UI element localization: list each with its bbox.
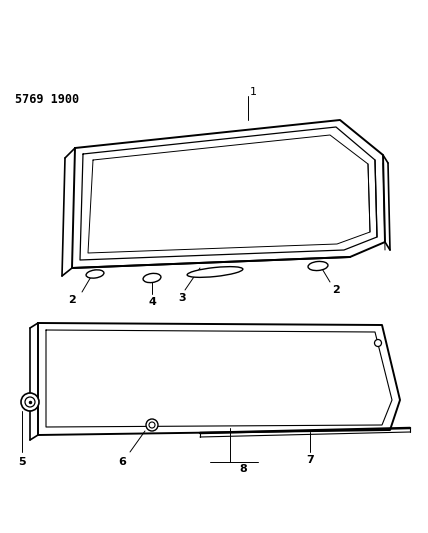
Ellipse shape xyxy=(21,393,39,411)
Ellipse shape xyxy=(374,340,381,346)
Ellipse shape xyxy=(308,261,328,271)
Text: 3: 3 xyxy=(178,293,186,303)
Text: 6: 6 xyxy=(118,457,126,467)
Ellipse shape xyxy=(25,397,35,407)
Text: 2: 2 xyxy=(332,285,340,295)
Text: 4: 4 xyxy=(148,297,156,307)
Text: 1: 1 xyxy=(250,87,256,97)
Text: 8: 8 xyxy=(239,464,247,474)
Text: 2: 2 xyxy=(68,295,76,305)
Ellipse shape xyxy=(146,419,158,431)
Text: 5769 1900: 5769 1900 xyxy=(15,93,79,106)
Ellipse shape xyxy=(86,270,104,278)
Ellipse shape xyxy=(143,273,161,282)
Text: 5: 5 xyxy=(18,457,26,467)
Ellipse shape xyxy=(149,422,155,428)
Ellipse shape xyxy=(187,266,243,277)
Text: 7: 7 xyxy=(306,455,314,465)
